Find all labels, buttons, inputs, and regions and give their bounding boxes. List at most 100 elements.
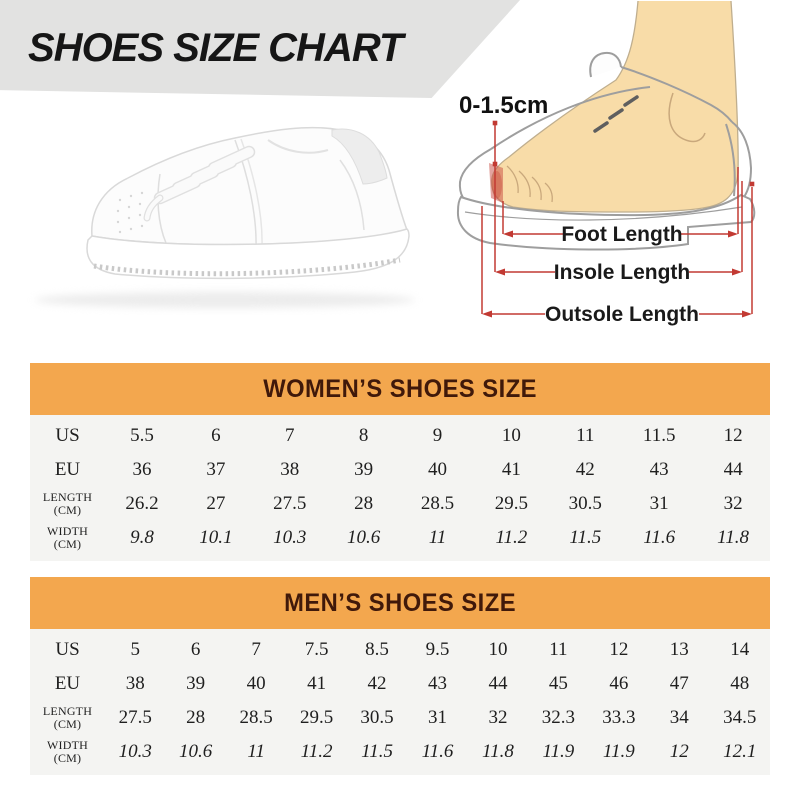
foot-measurement-diagram: 0-1.5cm Foot Length Insole Length Outsol… <box>456 0 756 326</box>
table-row: LENGTH (CM) 26.2 27 27.5 28 28.5 29.5 30.5 31 32 <box>30 487 770 521</box>
size-cell: 11 <box>428 527 447 548</box>
size-cell: 40 <box>246 673 266 694</box>
shoe-outsole <box>456 193 756 251</box>
table-row: US 5 6 7 7.5 8.5 9.5 10 11 12 13 14 <box>30 633 770 667</box>
size-cell: 34.5 <box>723 707 757 728</box>
size-cell: 41 <box>501 459 521 480</box>
size-cell: 10.3 <box>118 741 152 762</box>
size-cell: 7.5 <box>304 639 329 660</box>
size-cell: 32.3 <box>541 707 576 728</box>
size-cell: 9.5 <box>425 639 450 660</box>
table-row: WIDTH (CM) 10.3 10.6 11 11.2 11.5 11.6 11.8 11.9 1… <box>30 735 770 769</box>
size-cell: 30.5 <box>360 707 394 728</box>
size-cell: 11 <box>247 741 265 762</box>
size-cell: 26.2 <box>125 493 159 514</box>
size-cell: 10.3 <box>273 527 307 548</box>
size-table-header: WOMEN’S SHOES SIZE <box>30 363 770 415</box>
size-cell: 14 <box>730 639 750 660</box>
size-cell: 12 <box>723 425 743 446</box>
size-cell: 12.1 <box>723 741 757 762</box>
size-cell: 42 <box>575 459 595 480</box>
size-cell: 42 <box>367 673 387 694</box>
size-cell: 6 <box>211 425 221 446</box>
size-cell: 11.5 <box>642 425 676 446</box>
toe-lines <box>506 165 553 203</box>
size-cell: 44 <box>488 673 508 694</box>
size-tables: WOMEN’S SHOES SIZE US 5.5 6 7 8 9 10 11 11.5 12 EU… <box>30 363 770 791</box>
size-cell: 8.5 <box>365 639 389 660</box>
size-cell: 6 <box>190 639 201 660</box>
size-cell: 30.5 <box>568 493 602 514</box>
size-cell: 43 <box>649 459 669 480</box>
size-cell: 43 <box>427 673 447 694</box>
collar-line <box>267 139 329 154</box>
size-cell: 10.1 <box>199 527 233 548</box>
table-row: US 5.5 6 7 8 9 10 11 11.5 12 <box>30 419 770 453</box>
size-cell: 27 <box>206 493 226 514</box>
size-cell: 34 <box>669 707 689 728</box>
row-label: WIDTH (CM) <box>47 738 88 765</box>
table-row: EU 36 37 38 39 40 41 42 43 44 <box>30 453 770 487</box>
size-cell: 38 <box>125 673 145 694</box>
size-cell: 11.6 <box>643 527 676 548</box>
size-cell: 28 <box>354 493 374 514</box>
size-table-men: MEN’S SHOES SIZE US 5 6 7 7.5 8.5 9.5 10 11 12 13 1… <box>30 577 770 775</box>
size-cell: 11.5 <box>361 741 393 762</box>
row-label: EU <box>54 459 81 481</box>
size-table-title: WOMEN’S SHOES SIZE <box>263 374 537 403</box>
lace-hooks <box>593 95 639 133</box>
size-cell: 48 <box>730 673 750 694</box>
size-cell: 12 <box>669 741 689 762</box>
insole-length-label: Insole Length <box>554 261 691 284</box>
size-table-title: MEN’S SHOES SIZE <box>284 588 516 617</box>
size-cell: 32 <box>723 493 743 514</box>
foot-length-label: Foot Length <box>561 223 682 246</box>
size-cell: 40 <box>428 459 447 480</box>
size-cell: 33.3 <box>602 707 636 728</box>
size-cell: 28.5 <box>239 707 273 728</box>
size-cell: 10.6 <box>346 527 381 548</box>
size-cell: 8 <box>358 425 369 446</box>
size-cell: 11.2 <box>495 527 528 548</box>
size-cell: 29.5 <box>299 707 334 728</box>
row-label: US <box>55 425 80 447</box>
ankle-line <box>668 92 706 143</box>
size-cell: 38 <box>280 459 300 480</box>
size-cell: 11.8 <box>482 741 514 762</box>
toe-cap-seam <box>157 173 167 244</box>
size-cell: 46 <box>609 673 629 694</box>
measurement-lines <box>481 120 755 318</box>
size-cell: 31 <box>649 493 669 514</box>
size-cell: 11.8 <box>717 527 749 548</box>
page-title: SHOES SIZE CHART <box>28 26 403 70</box>
size-table-body: US 5.5 6 7 8 9 10 11 11.5 12 EU 36 37 38 39 40 41 42 43 44 L… <box>30 415 770 561</box>
size-table-header: MEN’S SHOES SIZE <box>30 577 770 629</box>
size-cell: 5.5 <box>130 425 154 446</box>
size-cell: 45 <box>548 673 568 694</box>
size-cell: 11 <box>576 425 595 446</box>
outsole-length-label: Outsole Length <box>545 303 699 326</box>
size-cell: 44 <box>723 459 743 480</box>
size-cell: 13 <box>669 639 689 660</box>
size-cell: 36 <box>132 459 152 480</box>
size-cell: 11.9 <box>542 741 575 762</box>
shoe-shadow <box>35 292 415 308</box>
size-cell: 28 <box>186 707 206 728</box>
size-cell: 7 <box>284 425 295 446</box>
foot-outline <box>490 0 739 213</box>
size-cell: 39 <box>186 673 206 694</box>
size-cell: 39 <box>354 459 374 480</box>
size-cell: 11.5 <box>569 527 602 548</box>
size-cell: 12 <box>609 639 629 660</box>
table-row: EU 38 39 40 41 42 43 44 45 46 47 48 <box>30 667 770 701</box>
size-cell: 11.2 <box>300 741 333 762</box>
heel-tab <box>331 128 388 185</box>
sneaker-photo <box>35 126 415 308</box>
size-cell: 41 <box>307 673 327 694</box>
size-cell: 28.5 <box>420 493 455 514</box>
size-cell: 11 <box>549 639 568 660</box>
size-cell: 10 <box>501 425 521 446</box>
size-cell: 11.9 <box>602 741 635 762</box>
size-cell: 9 <box>432 425 443 446</box>
row-label: LENGTH (CM) <box>42 490 93 517</box>
